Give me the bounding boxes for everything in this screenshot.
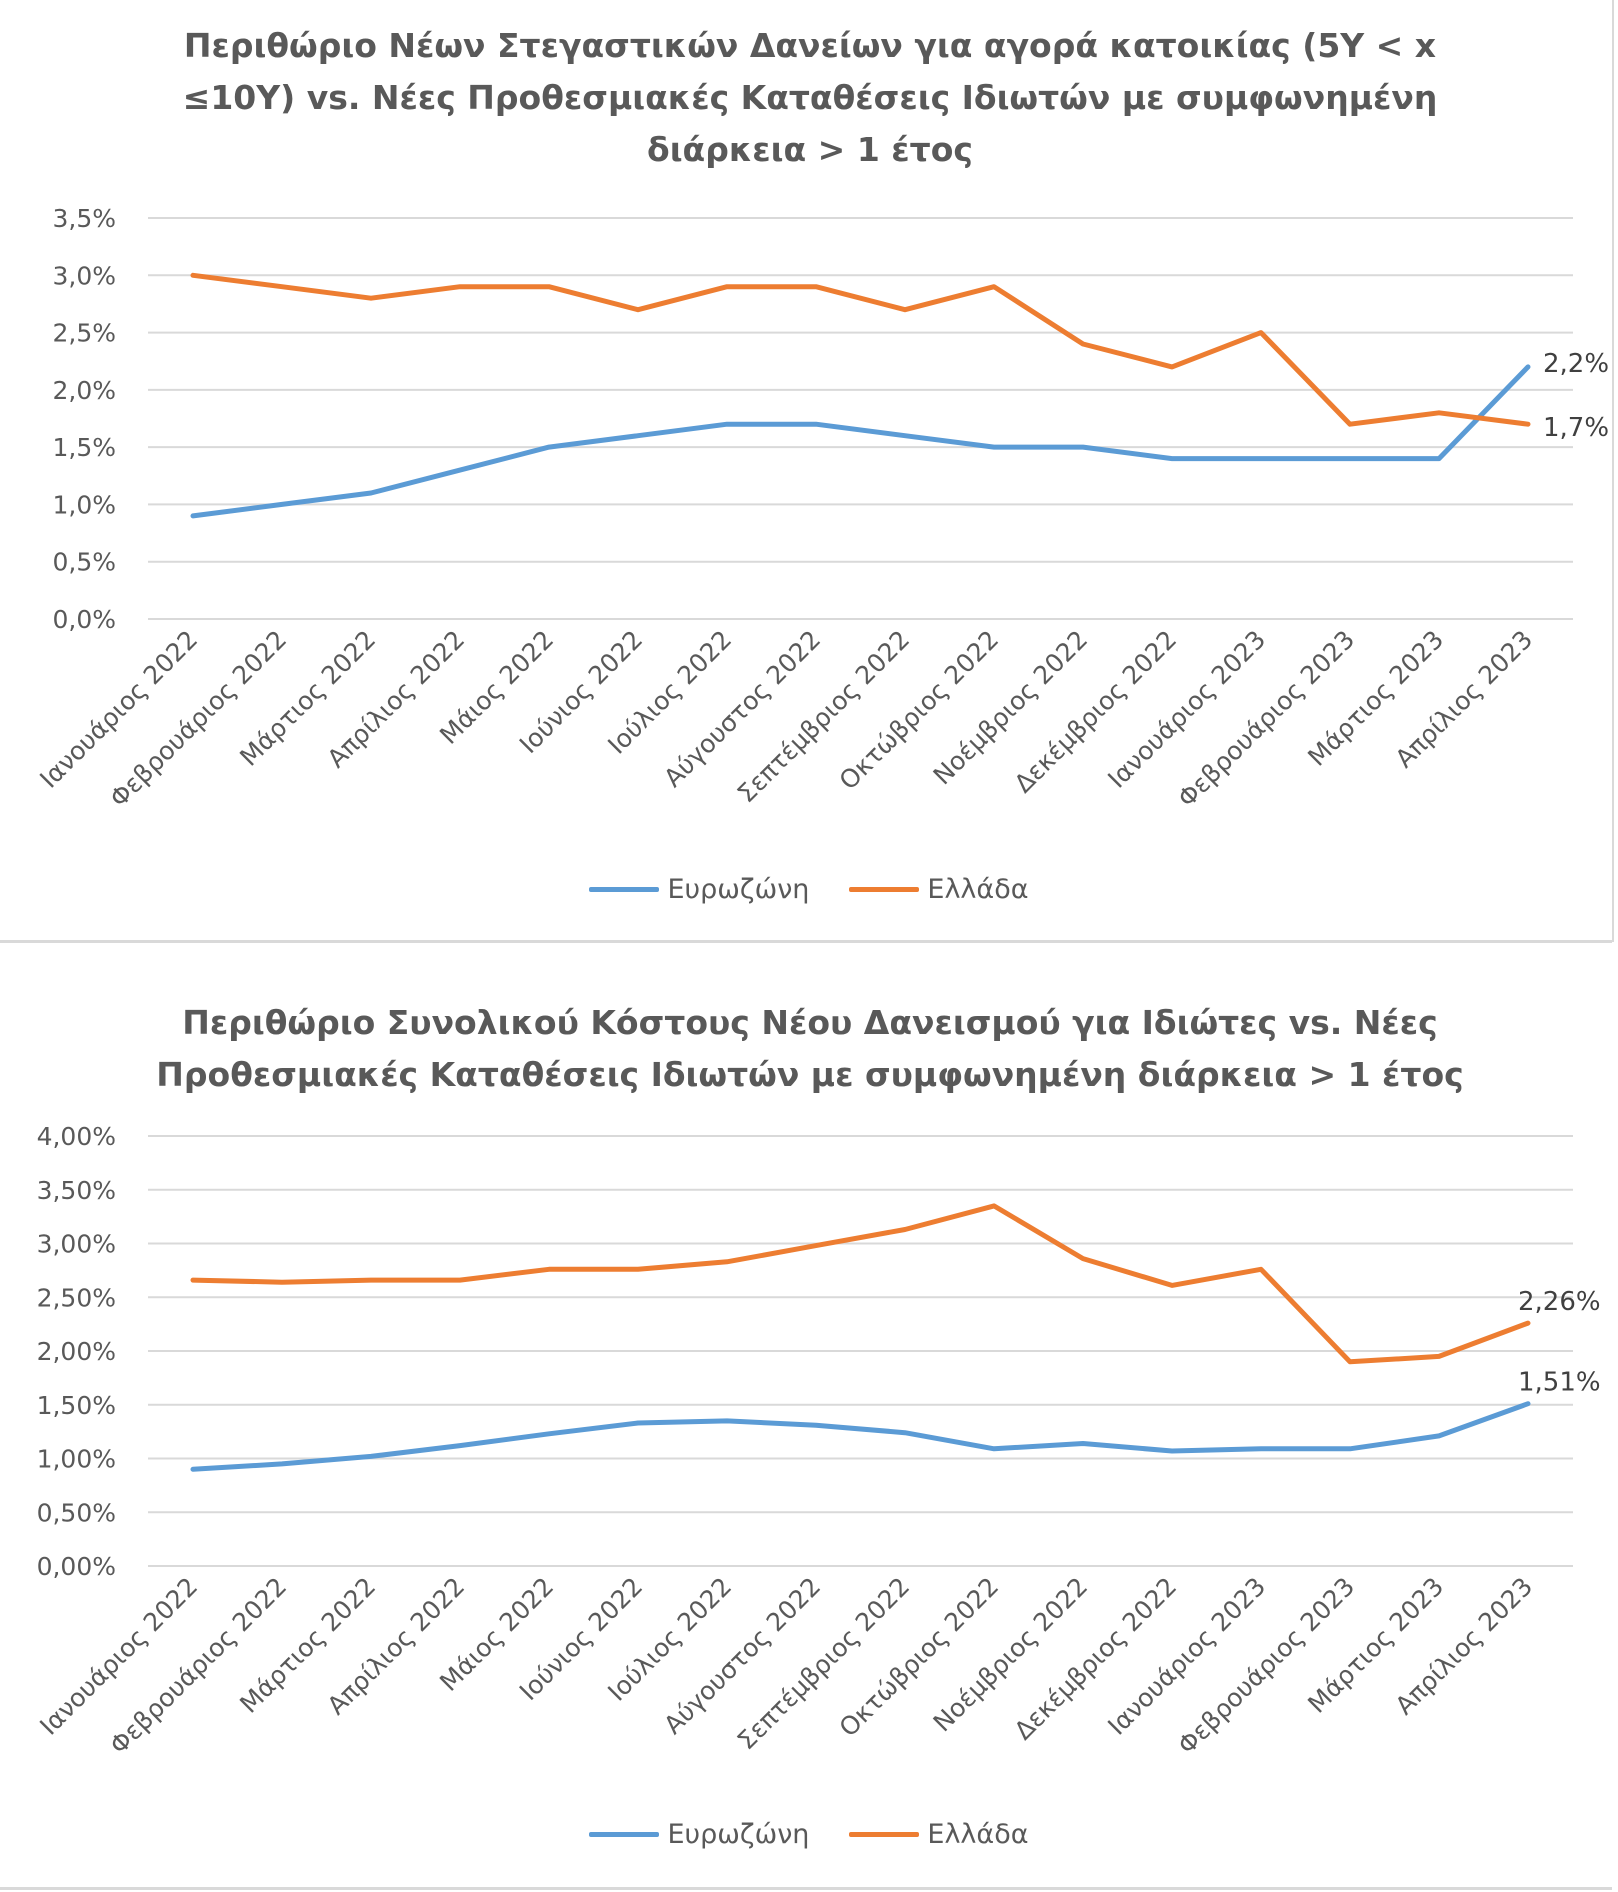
line-chart-total-cost: 0,00% 0,50% 1,00% 1,50% 2,00% 2,50% 3,00% 3,50%… [34, 1122, 1601, 1760]
x-tick-label: Ιανουάριος 2023 [1102, 625, 1271, 794]
x-tick-label: Φεβρουάριος 2023 [1172, 625, 1360, 813]
chart-title-line: Προθεσμιακές Καταθέσεις Ιδιωτών με συμφω… [156, 1055, 1464, 1094]
x-tick-label: Ιανουάριος 2023 [1102, 1572, 1271, 1741]
x-tick-label: Ιανουάριος 2022 [34, 625, 203, 794]
legend-swatch-eurozone [589, 887, 660, 892]
line-chart-housing-loans: 0,0% 0,5% 1,0% 1,5% 2,0% 2,5% 3,0% 3,5% Ιανουάρι… [34, 204, 1609, 813]
chart-title-line: ≤10Y) vs. Νέες Προθεσμιακές Καταθέσεις Ι… [182, 78, 1438, 117]
x-tick-label: Νοέμβριος 2022 [928, 1572, 1094, 1738]
series-line-greece [190, 272, 1531, 427]
x-tick-label: Ιανουάριος 2022 [34, 1572, 203, 1741]
y-tick-label: 2,50% [37, 1283, 116, 1312]
chart-title: Περιθώριο Νέων Στεγαστικών Δανείων για α… [150, 20, 1470, 176]
x-tick-label: Νοέμβριος 2022 [928, 625, 1094, 791]
legend-item-eurozone: Ευρωζώνη [589, 874, 809, 905]
chart-panel-total-cost: Περιθώριο Συνολικού Κόστους Νέου Δανεισμ… [0, 945, 1618, 1892]
panel-border [1612, 0, 1614, 942]
legend-swatch-greece [849, 1832, 920, 1837]
legend-swatch-eurozone [589, 1832, 660, 1837]
y-tick-label: 2,0% [52, 376, 116, 405]
x-tick-label: Φεβρουάριος 2023 [1172, 1572, 1360, 1760]
y-tick-label: 1,0% [52, 490, 116, 519]
x-tick-label: Δεκέμβριος 2022 [1009, 1572, 1183, 1746]
y-tick-label: 1,00% [37, 1445, 116, 1474]
y-tick-label: 2,5% [52, 319, 116, 348]
y-tick-label: 0,50% [37, 1498, 116, 1527]
data-label: 2,2% [1543, 349, 1609, 379]
chart-title-line: διάρκεια > 1 έτος [647, 130, 973, 169]
y-tick-label: 4,00% [37, 1122, 116, 1151]
x-tick-label: Δεκέμβριος 2022 [1009, 625, 1183, 799]
x-tick-label: Σεπτέμβριος 2022 [732, 1572, 916, 1756]
legend-label: Ευρωζώνη [667, 1819, 810, 1850]
y-tick-label: 1,5% [52, 433, 116, 462]
y-tick-label: 3,00% [37, 1230, 116, 1259]
x-tick-label: Οκτώβριος 2022 [834, 625, 1005, 796]
panel-border [0, 1887, 1612, 1890]
data-label: 1,51% [1518, 1368, 1601, 1398]
x-tick-label: Φεβρουάριος 2022 [104, 625, 292, 813]
y-tick-label: 3,0% [52, 261, 116, 290]
legend-label: Ελλάδα [927, 1819, 1029, 1850]
legend-label: Ελλάδα [927, 874, 1029, 905]
chart-legend: Ευρωζώνη Ελλάδα [0, 1819, 1618, 1850]
chart-legend: Ευρωζώνη Ελλάδα [0, 874, 1618, 905]
series-line-greece [190, 1203, 1531, 1365]
data-label: 2,26% [1518, 1287, 1601, 1317]
panel-border [0, 940, 1612, 943]
chart-title-line: Περιθώριο Συνολικού Κόστους Νέου Δανεισμ… [182, 1003, 1438, 1042]
x-tick-label: Φεβρουάριος 2022 [104, 1572, 292, 1760]
legend-item-eurozone: Ευρωζώνη [589, 1819, 809, 1850]
y-tick-label: 1,50% [37, 1391, 116, 1420]
series-line-eurozone [190, 364, 1531, 519]
legend-swatch-greece [849, 887, 920, 892]
chart-title-line: Περιθώριο Νέων Στεγαστικών Δανείων για α… [183, 26, 1437, 65]
y-tick-label: 3,5% [52, 204, 116, 233]
chart-panel-housing-loans: Περιθώριο Νέων Στεγαστικών Δανείων για α… [0, 0, 1618, 945]
x-tick-label: Οκτώβριος 2022 [834, 1572, 1005, 1743]
legend-item-greece: Ελλάδα [849, 874, 1029, 905]
y-tick-label: 0,5% [52, 548, 116, 577]
legend-label: Ευρωζώνη [667, 874, 810, 905]
x-tick-label: Αύγουστος 2022 [658, 625, 826, 793]
y-tick-label: 0,00% [37, 1552, 116, 1581]
data-label: 1,7% [1543, 413, 1609, 443]
series-line-eurozone [190, 1401, 1531, 1472]
y-tick-label: 2,00% [37, 1337, 116, 1366]
x-tick-label: Σεπτέμβριος 2022 [732, 625, 916, 809]
x-tick-label: Αύγουστος 2022 [658, 1572, 826, 1740]
legend-item-greece: Ελλάδα [849, 1819, 1029, 1850]
y-tick-label: 3,50% [37, 1176, 116, 1205]
y-tick-label: 0,0% [52, 605, 116, 634]
chart-title: Περιθώριο Συνολικού Κόστους Νέου Δανεισμ… [150, 997, 1470, 1101]
